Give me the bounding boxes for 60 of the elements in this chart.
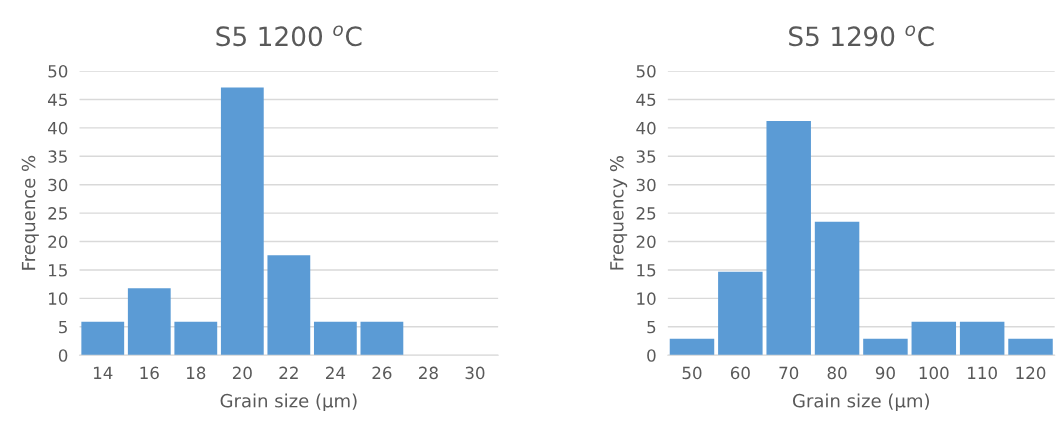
x-axis-title: Grain size (µm) — [220, 393, 357, 412]
x-tick-label: 30 — [465, 366, 485, 380]
bar — [220, 87, 264, 356]
y-tick-label: 20 — [48, 235, 68, 249]
x-tick-label: 14 — [93, 366, 113, 379]
x-tick-label: 20 — [232, 366, 252, 380]
x-tick-label: 22 — [279, 366, 298, 379]
x-tick-label: 26 — [372, 366, 392, 380]
y-axis-title: Frequence % — [21, 155, 39, 270]
bar — [1008, 338, 1053, 356]
x-tick-label: 110 — [968, 366, 997, 380]
y-tick-label: 5 — [647, 320, 656, 334]
x-tick-label: 18 — [187, 366, 206, 380]
y-tick-label: 25 — [636, 207, 656, 220]
bar — [360, 321, 404, 356]
y-tick-label: 50 — [48, 65, 68, 78]
x-tick-label: 80 — [827, 366, 847, 380]
y-tick-label: 15 — [637, 264, 656, 277]
bar — [81, 321, 125, 356]
bar — [766, 121, 811, 356]
y-tick-label: 30 — [48, 178, 68, 192]
bar — [267, 255, 311, 356]
y-tick-label: 35 — [48, 150, 67, 163]
chart-title: S5 1290 $^{o}$C — [789, 25, 934, 47]
y-tick-label: 45 — [48, 93, 67, 107]
x-tick-label: 16 — [140, 366, 159, 380]
bar — [127, 288, 171, 356]
y-tick-label: 5 — [59, 320, 67, 334]
x-tick-label: 50 — [682, 366, 702, 380]
y-tick-label: 45 — [636, 93, 656, 107]
bar — [814, 221, 860, 356]
y-tick-label: 40 — [636, 121, 656, 135]
y-axis-title: Frequency % — [609, 156, 628, 270]
y-tick-label: 25 — [48, 207, 67, 220]
y-tick-label: 0 — [58, 349, 68, 362]
y-tick-label: 35 — [636, 150, 656, 163]
y-tick-label: 50 — [636, 65, 656, 78]
bar — [718, 271, 763, 356]
x-tick-label: 24 — [325, 366, 346, 379]
x-tick-label: 90 — [875, 366, 895, 380]
x-tick-label: 28 — [419, 366, 438, 380]
x-tick-label: 60 — [730, 366, 750, 380]
y-tick-label: 10 — [49, 292, 68, 305]
bar — [959, 321, 1005, 356]
x-tick-label: 120 — [1016, 366, 1046, 380]
x-tick-label: 100 — [919, 366, 949, 380]
bar — [669, 338, 715, 356]
y-tick-label: 0 — [647, 349, 656, 362]
y-tick-label: 20 — [636, 235, 656, 249]
bar — [911, 321, 957, 356]
x-tick-label: 70 — [779, 366, 799, 380]
bar — [863, 338, 908, 356]
bar — [313, 321, 357, 356]
chart-title: S5 1200 $^{o}$C — [216, 25, 362, 47]
y-tick-label: 15 — [49, 264, 67, 277]
y-tick-label: 30 — [636, 178, 656, 192]
y-tick-label: 10 — [637, 292, 656, 305]
bar — [174, 321, 218, 356]
y-tick-label: 40 — [48, 121, 68, 135]
x-axis-title: Grain size (µm) — [792, 393, 929, 412]
